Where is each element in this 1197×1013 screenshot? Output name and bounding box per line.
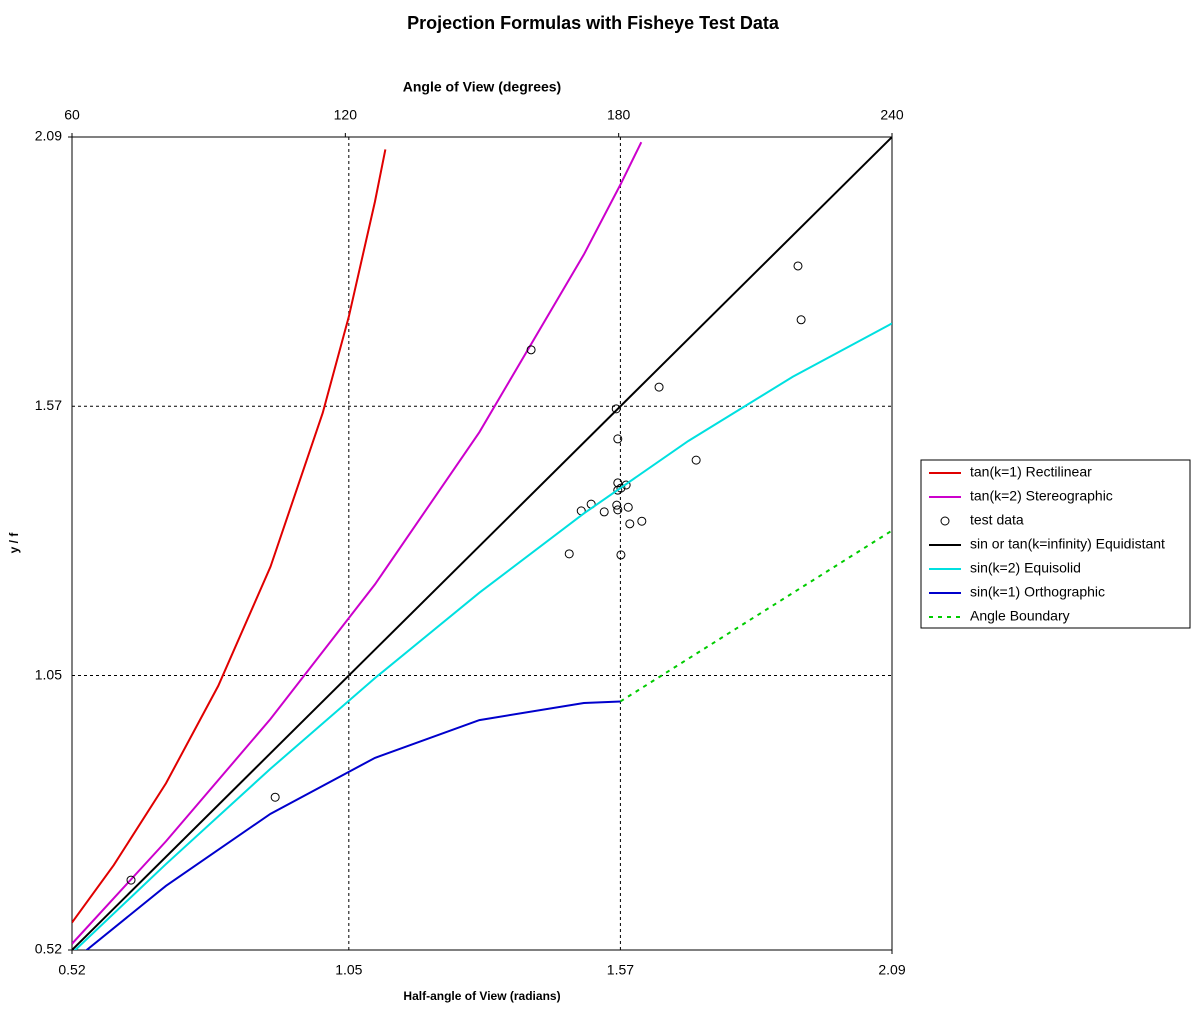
- series-line: [85, 700, 621, 950]
- legend-label: tan(k=1) Rectilinear: [970, 464, 1092, 480]
- data-point: [623, 502, 633, 512]
- data-point: [691, 455, 701, 465]
- series-line: [72, 137, 892, 950]
- x2-tick-label: 60: [64, 107, 80, 123]
- y-tick-label: 1.57: [35, 397, 62, 413]
- data-point: [613, 478, 623, 488]
- x-axis-label: Half-angle of View (radians): [403, 989, 560, 1003]
- plot-area: [72, 137, 892, 950]
- x-tick-label: 1.05: [335, 962, 362, 978]
- data-point: [564, 549, 574, 559]
- data-point: [526, 345, 536, 355]
- data-point: [654, 382, 664, 392]
- chart-title: Projection Formulas with Fisheye Test Da…: [407, 13, 780, 33]
- series-line: [72, 149, 387, 924]
- data-point: [793, 261, 803, 271]
- data-point: [126, 875, 136, 885]
- x2-tick-label: 180: [607, 107, 631, 123]
- data-point: [621, 480, 631, 490]
- x-tick-label: 2.09: [878, 962, 905, 978]
- y-tick-label: 1.05: [35, 666, 62, 682]
- x-tick-label: 0.52: [58, 962, 85, 978]
- legend-marker: [940, 516, 950, 526]
- legend-label: Angle Boundary: [970, 608, 1070, 624]
- plot-frame: [71, 136, 893, 951]
- data-point: [599, 507, 609, 517]
- x2-tick-label: 240: [880, 107, 904, 123]
- x2-axis-label: Angle of View (degrees): [403, 79, 561, 95]
- y-tick-label: 0.52: [35, 941, 62, 957]
- series-line: [72, 141, 643, 945]
- data-point: [611, 404, 621, 414]
- series-line: [73, 322, 892, 950]
- y-tick-label: 2.09: [35, 128, 62, 144]
- data-point: [613, 434, 623, 444]
- legend-box: [920, 459, 1191, 629]
- legend-label: sin or tan(k=infinity) Equidistant: [970, 536, 1165, 552]
- data-point: [270, 792, 280, 802]
- legend-label: sin(k=1) Orthographic: [970, 584, 1105, 600]
- y-axis-label: y / f: [7, 532, 21, 554]
- x-tick-label: 1.57: [607, 962, 634, 978]
- legend-label: sin(k=2) Equisolid: [970, 560, 1081, 576]
- data-point: [613, 505, 623, 515]
- data-point: [612, 500, 622, 510]
- legend-label: test data: [970, 512, 1024, 528]
- legend-label: tan(k=2) Stereographic: [970, 488, 1113, 504]
- data-point: [616, 483, 626, 493]
- data-point: [637, 516, 647, 526]
- x2-tick-label: 120: [334, 107, 358, 123]
- data-point: [616, 550, 626, 560]
- data-point: [796, 315, 806, 325]
- data-point: [625, 519, 635, 529]
